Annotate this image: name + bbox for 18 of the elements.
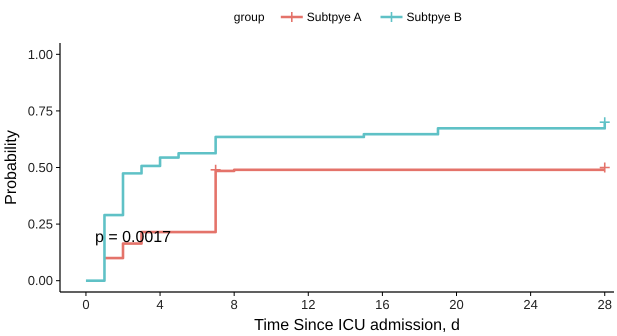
- y-axis-title: Probability: [3, 130, 20, 205]
- x-tick-label: 20: [449, 297, 464, 312]
- y-tick-label: 0.75: [28, 103, 53, 118]
- x-axis-title: Time Since ICU admission, d: [254, 317, 460, 334]
- legend-label: Subtpye A: [306, 10, 362, 24]
- y-tick-label: 1.00: [28, 46, 53, 62]
- legend-title: group: [234, 10, 265, 24]
- x-tick-label: 24: [523, 297, 538, 312]
- x-tick-label: 4: [156, 297, 164, 312]
- legend-label: Subtpye B: [406, 10, 462, 24]
- x-tick-label: 8: [230, 297, 238, 312]
- x-tick-label: 0: [82, 297, 90, 312]
- y-tick-label: 0.50: [28, 160, 53, 176]
- x-tick-label: 12: [301, 297, 316, 312]
- y-tick-label: 0.00: [28, 273, 53, 288]
- x-tick-label: 28: [598, 297, 612, 312]
- x-tick-label: 16: [375, 297, 390, 312]
- y-tick-label: 0.25: [28, 216, 53, 232]
